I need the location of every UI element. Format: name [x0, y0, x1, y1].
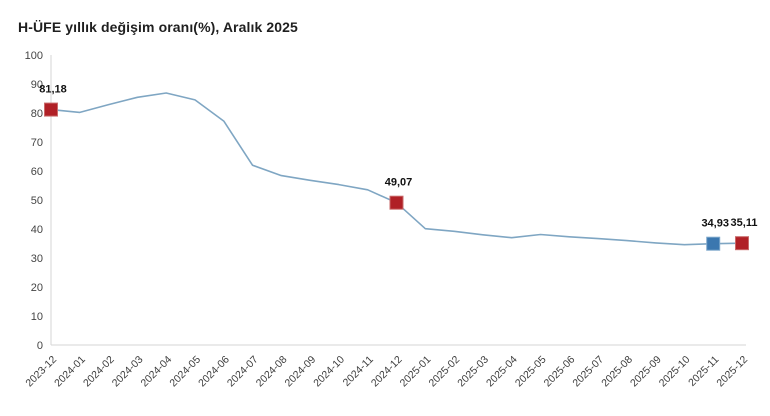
y-axis-tick-label: 50 — [31, 195, 43, 207]
x-axis-tick-label: 2025-05 — [513, 354, 549, 390]
chart-title: H-ÜFE yıllık değişim oranı(%), Aralık 20… — [18, 19, 298, 35]
x-axis-tick-label: 2024-09 — [283, 354, 319, 390]
y-axis-tick-label: 10 — [31, 311, 43, 323]
x-axis-tick-label: 2025-03 — [455, 354, 491, 390]
data-point-marker-2025-11 — [706, 236, 721, 251]
x-axis-tick-label: 2025-07 — [570, 354, 606, 390]
x-axis-tick-label: 2025-04 — [484, 354, 520, 390]
x-axis-tick-label: 2025-01 — [398, 354, 434, 390]
x-axis-tick-label: 2024-04 — [139, 354, 175, 390]
y-axis-tick-label: 20 — [31, 282, 43, 294]
x-axis-tick-label: 2024-07 — [225, 354, 261, 390]
x-axis-tick-label: 2024-01 — [52, 354, 88, 390]
y-axis-tick-label: 30 — [31, 253, 43, 265]
y-axis-tick-label: 60 — [31, 166, 43, 178]
data-point-label-2025-12: 35,11 — [731, 217, 758, 229]
y-axis-tick-label: 90 — [31, 79, 43, 91]
x-axis-tick-label: 2024-05 — [167, 354, 203, 390]
data-point-label-2024-12: 49,07 — [385, 177, 413, 189]
y-axis-tick-label: 40 — [31, 224, 43, 236]
data-point-marker-2024-12 — [389, 195, 404, 210]
x-axis-tick-label: 2024-10 — [311, 354, 347, 390]
data-point-label-2023-12: 81,18 — [39, 84, 67, 96]
x-axis-tick-label: 2025-10 — [657, 354, 693, 390]
data-point-label-2025-11: 34,93 — [701, 218, 729, 230]
y-axis-tick-label: 70 — [31, 137, 43, 149]
trend-line — [50, 92, 743, 246]
data-point-marker-2025-12 — [735, 236, 749, 251]
x-axis-tick-label: 2025-02 — [426, 354, 462, 390]
x-axis-tick-label: 2023-12 — [23, 354, 59, 390]
x-axis-tick-label: 2024-03 — [110, 354, 146, 390]
x-axis-tick-label: 2025-12 — [714, 354, 750, 390]
x-axis-tick-label: 2025-09 — [628, 354, 664, 390]
x-axis-tick-label: 2025-06 — [542, 354, 578, 390]
y-axis-tick-label: 0 — [37, 340, 43, 352]
x-axis-tick-label: 2024-08 — [254, 354, 290, 390]
data-point-marker-2023-12 — [44, 102, 58, 117]
x-axis-tick-label: 2024-02 — [81, 354, 117, 390]
y-axis-tick-label: 100 — [25, 50, 43, 62]
x-axis-tick-label: 2024-06 — [196, 354, 232, 390]
x-axis-tick-label: 2024-12 — [369, 354, 405, 390]
x-axis-tick-label: 2025-08 — [599, 354, 635, 390]
y-axis-tick-label: 80 — [31, 108, 43, 120]
